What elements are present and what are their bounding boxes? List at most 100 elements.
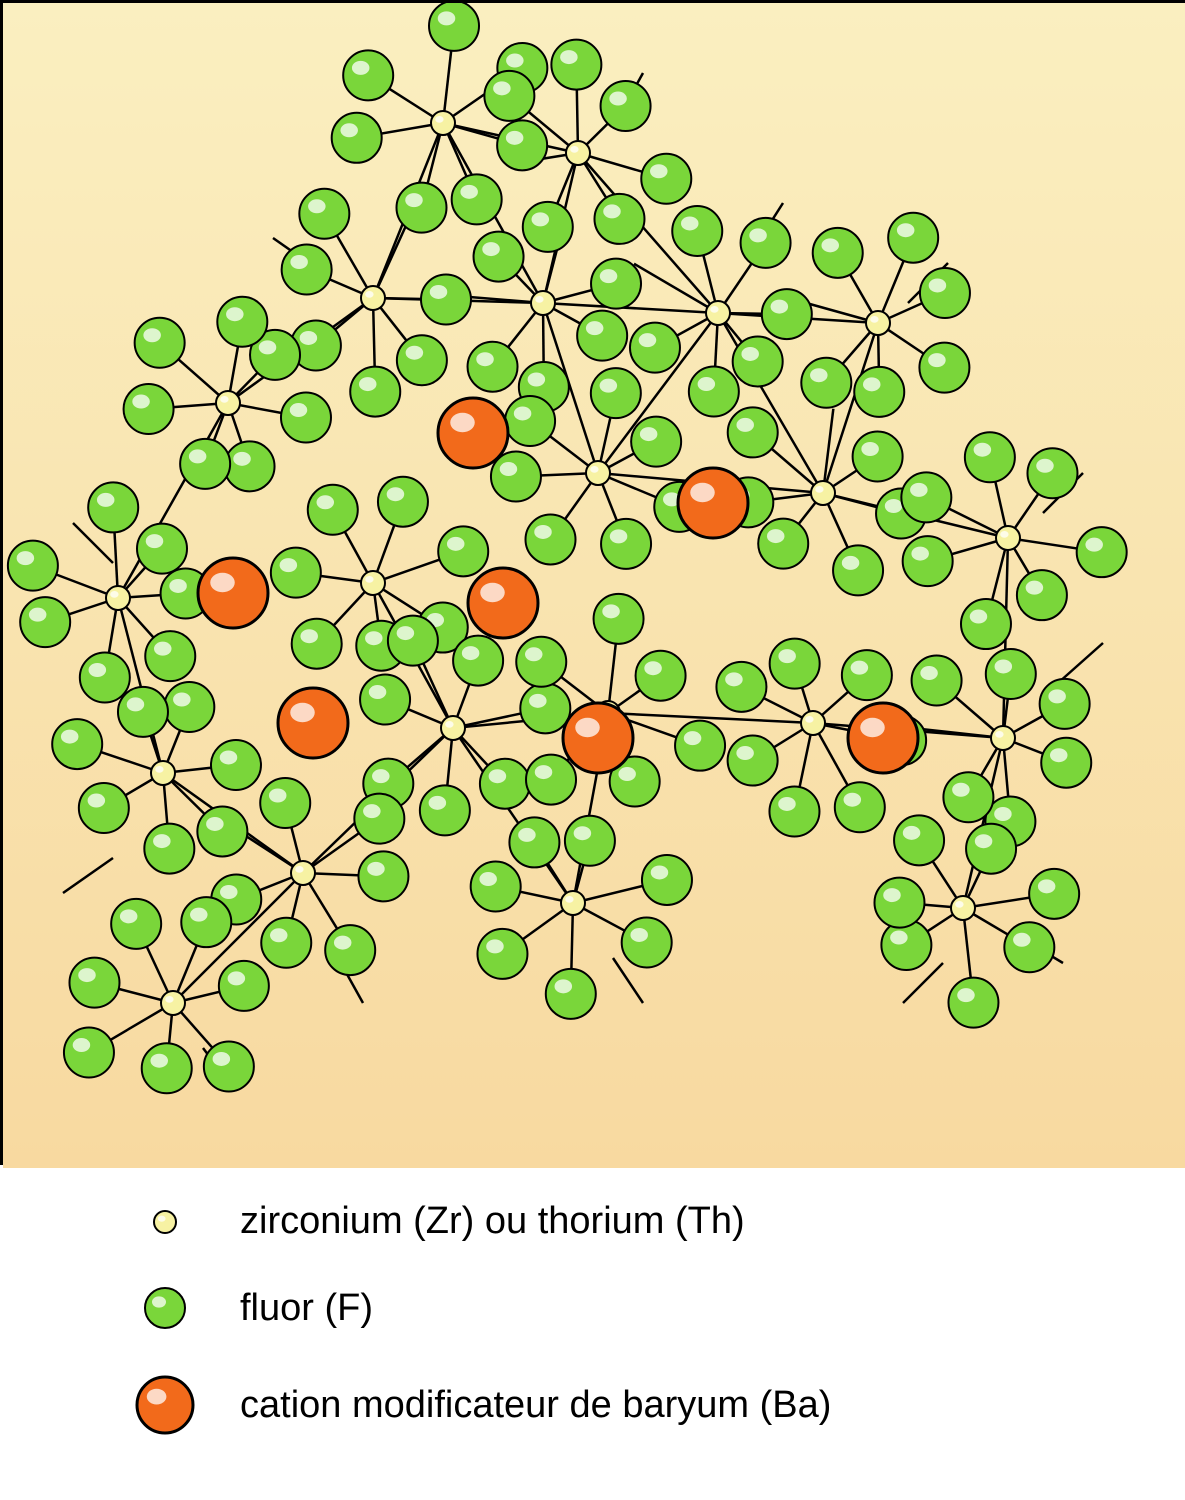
fluor-atom <box>965 432 1015 482</box>
zr-atom <box>106 586 130 610</box>
fluor-atom <box>523 202 573 252</box>
fluor-atom <box>145 631 195 681</box>
fluor-atom <box>421 274 471 324</box>
zr-atom <box>801 711 825 735</box>
fluor-atom <box>762 289 812 339</box>
fluor-atom <box>622 917 672 967</box>
fluor-atom <box>429 3 479 51</box>
fluor-atom <box>594 194 644 244</box>
fluor-atom <box>835 782 885 832</box>
fluor-atom <box>260 778 310 828</box>
fluor-atom <box>135 318 185 368</box>
zr-atom <box>991 726 1015 750</box>
fluor-atom <box>505 396 555 446</box>
ba-atom <box>438 398 508 468</box>
fluor-atom <box>124 384 174 434</box>
fluor-atom <box>358 851 408 901</box>
fluor-atom <box>452 174 502 224</box>
fluor-atom <box>1004 922 1054 972</box>
fluor-atom <box>894 815 944 865</box>
fluor-atom <box>111 899 161 949</box>
legend-f-icon <box>145 1288 185 1328</box>
fluor-atom <box>180 439 230 489</box>
figure-container: zirconium (Zr) ou thorium (Th) fluor (F)… <box>0 0 1185 1500</box>
fluor-atom <box>299 189 349 239</box>
fluor-atom <box>641 154 691 204</box>
fluor-atom <box>1027 448 1077 498</box>
zr-atom <box>866 311 890 335</box>
fluor-atom <box>901 472 951 522</box>
fluor-atom <box>966 824 1016 874</box>
fluor-atom <box>354 794 404 844</box>
fluor-atom <box>468 342 518 392</box>
fluor-atom <box>325 925 375 975</box>
legend-label-zr: zirconium (Zr) ou thorium (Th) <box>240 1200 745 1243</box>
legend-label-ba: cation modificateur de baryum (Ba) <box>240 1384 831 1427</box>
legend: zirconium (Zr) ou thorium (Th) fluor (F)… <box>0 1200 1185 1477</box>
ba-atom <box>198 558 268 628</box>
fluor-atom <box>1029 869 1079 919</box>
fluor-atom <box>516 637 566 687</box>
fluor-atom <box>281 393 331 443</box>
fluor-atom <box>80 652 130 702</box>
fluor-atom <box>52 719 102 769</box>
zr-atom <box>216 391 240 415</box>
fluor-atom <box>920 268 970 318</box>
fluor-atom <box>601 519 651 569</box>
zr-atom <box>161 991 185 1015</box>
fluor-atom <box>343 50 393 100</box>
fluor-atom <box>801 358 851 408</box>
fluor-atom <box>689 367 739 417</box>
fluor-atom <box>118 687 168 737</box>
fluor-atom <box>728 736 778 786</box>
fluor-atom <box>631 417 681 467</box>
fluor-atom <box>397 335 447 385</box>
fluor-atom <box>197 806 247 856</box>
fluor-atom <box>770 639 820 689</box>
fluor-atom <box>144 824 194 874</box>
zr-atom <box>706 301 730 325</box>
legend-row-ba: cation modificateur de baryum (Ba) <box>130 1373 1185 1437</box>
zr-atom <box>586 461 610 485</box>
ba-atom <box>678 468 748 538</box>
fluor-atom <box>308 485 358 535</box>
fluor-atom <box>453 636 503 686</box>
fluor-atom <box>350 367 400 417</box>
fluor-atom <box>594 594 644 644</box>
fluor-atom <box>137 524 187 574</box>
fluor-atom <box>874 878 924 928</box>
diagram-svg <box>3 3 1185 1168</box>
fluor-atom <box>282 244 332 294</box>
fluor-atom <box>292 619 342 669</box>
fluor-atom <box>551 40 601 90</box>
fluor-atom <box>642 855 692 905</box>
fluor-atom <box>853 431 903 481</box>
fluor-atom <box>438 526 488 576</box>
fluor-atom <box>69 958 119 1008</box>
fluor-atom <box>88 482 138 532</box>
fluor-atom <box>1077 527 1127 577</box>
zr-atom <box>151 761 175 785</box>
zr-atom <box>811 481 835 505</box>
fluor-atom <box>497 120 547 170</box>
fluor-atom <box>912 656 962 706</box>
fluor-atom <box>833 545 883 595</box>
fluor-atom <box>1040 679 1090 729</box>
zr-atom <box>361 286 385 310</box>
fluor-atom <box>332 113 382 163</box>
fluor-atom <box>741 218 791 268</box>
fluor-atom <box>919 343 969 393</box>
fluor-atom <box>211 740 261 790</box>
fluor-atom <box>728 407 778 457</box>
zr-atom <box>531 291 555 315</box>
fluor-atom <box>769 786 819 836</box>
fluor-atom <box>591 368 641 418</box>
fluor-atom <box>360 675 410 725</box>
fluor-atom <box>630 323 680 373</box>
fluor-atom <box>546 969 596 1019</box>
legend-ba-icon <box>137 1377 193 1433</box>
fluor-atom <box>261 918 311 968</box>
fluor-atom <box>601 81 651 131</box>
fluor-atom <box>225 441 275 491</box>
fluor-atom <box>526 514 576 564</box>
